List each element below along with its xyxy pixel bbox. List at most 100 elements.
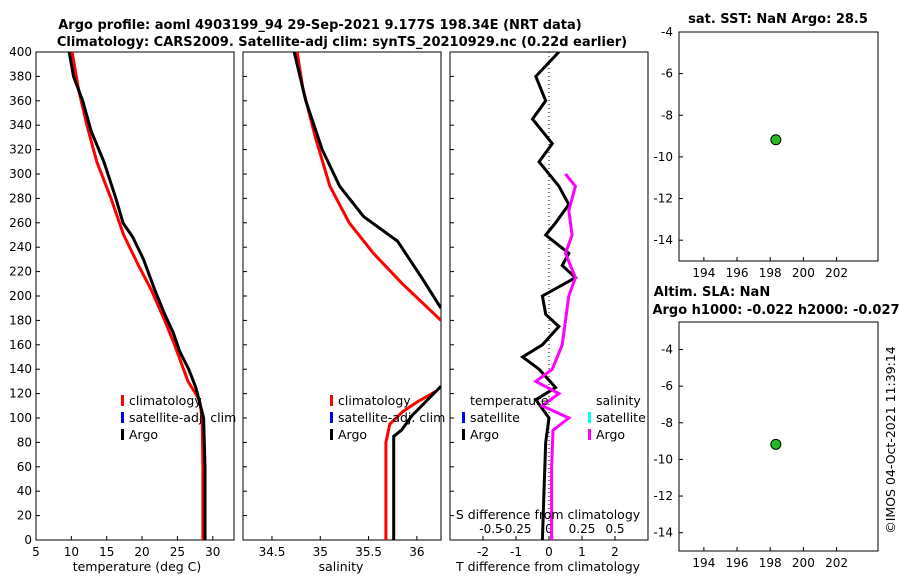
- y-tick-label: -10: [653, 150, 673, 164]
- series-Argo_upper: [392, 385, 441, 540]
- x-tick-label: 35: [313, 545, 328, 559]
- series-Argo: [67, 51, 207, 540]
- axes-frame: [678, 321, 879, 552]
- t-diff-xlabel: T difference from climatology: [455, 559, 641, 574]
- sst-map-axes: 194 196 198 200 202 -4 -6 -8 -10 -12 -14: [653, 25, 879, 280]
- salinity-legend: climatology satellite-adj. clim Argo: [330, 393, 445, 442]
- y-tick-label: 240: [9, 240, 32, 254]
- y-tick-label: 280: [9, 191, 32, 205]
- y-tick-label: -10: [653, 452, 673, 466]
- x-tick-label: 200: [792, 266, 815, 280]
- legend-swatch-satellite: [330, 412, 333, 423]
- sst-title: sat. SST: NaN Argo: 28.5: [688, 12, 868, 27]
- legend-swatch-argo: [330, 429, 333, 440]
- y-tick-label: 180: [9, 313, 32, 327]
- x-tick-label: 202: [825, 266, 848, 280]
- x-tick-label: 30: [205, 545, 220, 559]
- x-tick-label: 34.5: [259, 545, 286, 559]
- x-tick-label: 5: [32, 545, 40, 559]
- y-tick-label: 140: [9, 362, 32, 376]
- y-tick-label: 100: [9, 411, 32, 425]
- difference-legend-temperature: temperature satellite Argo: [462, 393, 549, 442]
- salinity-axes: 34.5 35 35.5 36: [242, 51, 442, 559]
- difference-legend-salinity: salinity satellite Argo: [588, 393, 646, 442]
- altim-map-axes: 194 196 198 200 202 -4 -6 -8 -10 -12 -14: [653, 321, 879, 570]
- top-tick-label: 0.25: [569, 522, 596, 536]
- legend-swatch-climatology: [330, 395, 333, 406]
- profile-location-marker: [770, 438, 782, 450]
- x-tick-label: 25: [170, 545, 185, 559]
- axes-frame: [35, 51, 235, 541]
- y-tick-label: 160: [9, 338, 32, 352]
- y-tick-label: -12: [653, 489, 673, 503]
- legend-swatch-t-satellite: [462, 412, 465, 423]
- s-diff-xlabel: S difference from climatology: [456, 507, 641, 522]
- legend-swatch-s-argo: [588, 429, 591, 440]
- y-tick-label: 300: [9, 167, 32, 181]
- y-tick-label: -4: [661, 25, 673, 39]
- x-tick-label: -1: [510, 545, 522, 559]
- top-tick-label: -0.5: [479, 522, 502, 536]
- title-line-2: Climatology: CARS2009. Satellite-adj cli…: [57, 35, 627, 50]
- legend-swatch-climatology: [121, 395, 124, 406]
- x-tick-label: 35.5: [355, 545, 382, 559]
- x-tick-label: 20: [134, 545, 149, 559]
- y-tick-label: 200: [9, 289, 32, 303]
- x-tick-label: 36: [409, 545, 424, 559]
- y-tick-label: -14: [653, 233, 673, 247]
- legend-label-climatology: climatology: [129, 393, 202, 408]
- x-tick-label: 15: [99, 545, 114, 559]
- title-line-1: Argo profile: aoml 4903199_94 29-Sep-202…: [58, 18, 582, 33]
- altim-title-2: Argo h1000: -0.022 h2000: -0.027: [652, 303, 899, 318]
- legend-label-climatology: climatology: [338, 393, 411, 408]
- x-tick-label: 198: [759, 556, 782, 570]
- x-tick-label: 1: [578, 545, 586, 559]
- series-Argo_lower: [292, 52, 441, 310]
- profile-location-marker: [770, 134, 782, 146]
- x-tick-label: 200: [792, 556, 815, 570]
- x-tick-label: 196: [726, 556, 749, 570]
- legend-swatch-s-satellite: [588, 412, 591, 423]
- y-tick-label: -6: [661, 67, 673, 81]
- y-tick-label: 260: [9, 216, 32, 230]
- legend-title-salinity: salinity: [596, 393, 641, 408]
- legend-label-s-satellite: satellite: [596, 410, 646, 425]
- y-tick-label: -4: [661, 342, 673, 356]
- y-tick-label: 220: [9, 265, 32, 279]
- legend-swatch-t-argo: [462, 429, 465, 440]
- difference-axes: -2 -1 0 1 2 -0.5-0.25 0 0.25 0.5: [449, 51, 649, 559]
- temperature-legend: climatology satellite-adj. clim Argo: [121, 393, 236, 442]
- x-tick-label: 0: [545, 545, 553, 559]
- x-tick-label: 194: [692, 266, 715, 280]
- y-tick-label: 380: [9, 69, 32, 83]
- y-tick-label: -6: [661, 379, 673, 393]
- y-tick-label: 120: [9, 387, 32, 401]
- legend-label-satellite: satellite-adj. clim: [129, 410, 236, 425]
- y-tick-label: -12: [653, 192, 673, 206]
- temperature-xlabel: temperature (deg C): [73, 559, 202, 574]
- y-tick-label: 40: [17, 484, 32, 498]
- legend-label-s-argo: Argo: [596, 427, 625, 442]
- x-tick-label: 198: [759, 266, 782, 280]
- y-tick-label: -8: [661, 416, 673, 430]
- series-climatology_upper: [384, 389, 437, 540]
- y-tick-label: -14: [653, 526, 673, 540]
- temperature-axes: 5 10 15 20 25 3002040608010012014016018020022…: [9, 45, 235, 559]
- axes-frame: [678, 31, 879, 262]
- top-tick-label: 0: [545, 522, 553, 536]
- top-tick-label: -0.25: [500, 522, 531, 536]
- top-tick-label: 0.5: [605, 522, 624, 536]
- x-tick-label: 2: [611, 545, 619, 559]
- y-tick-label: 320: [9, 143, 32, 157]
- legend-label-t-argo: Argo: [470, 427, 499, 442]
- y-tick-label: 0: [24, 533, 32, 547]
- imos-timestamp: ©IMOS 04-Oct-2021 11:39:14: [883, 346, 898, 534]
- x-tick-label: 10: [64, 545, 79, 559]
- axes-frame: [242, 51, 442, 541]
- y-tick-label: 340: [9, 118, 32, 132]
- y-tick-label: 60: [17, 460, 32, 474]
- legend-label-argo: Argo: [338, 427, 367, 442]
- legend-title-temperature: temperature: [470, 393, 549, 408]
- y-tick-label: 360: [9, 94, 32, 108]
